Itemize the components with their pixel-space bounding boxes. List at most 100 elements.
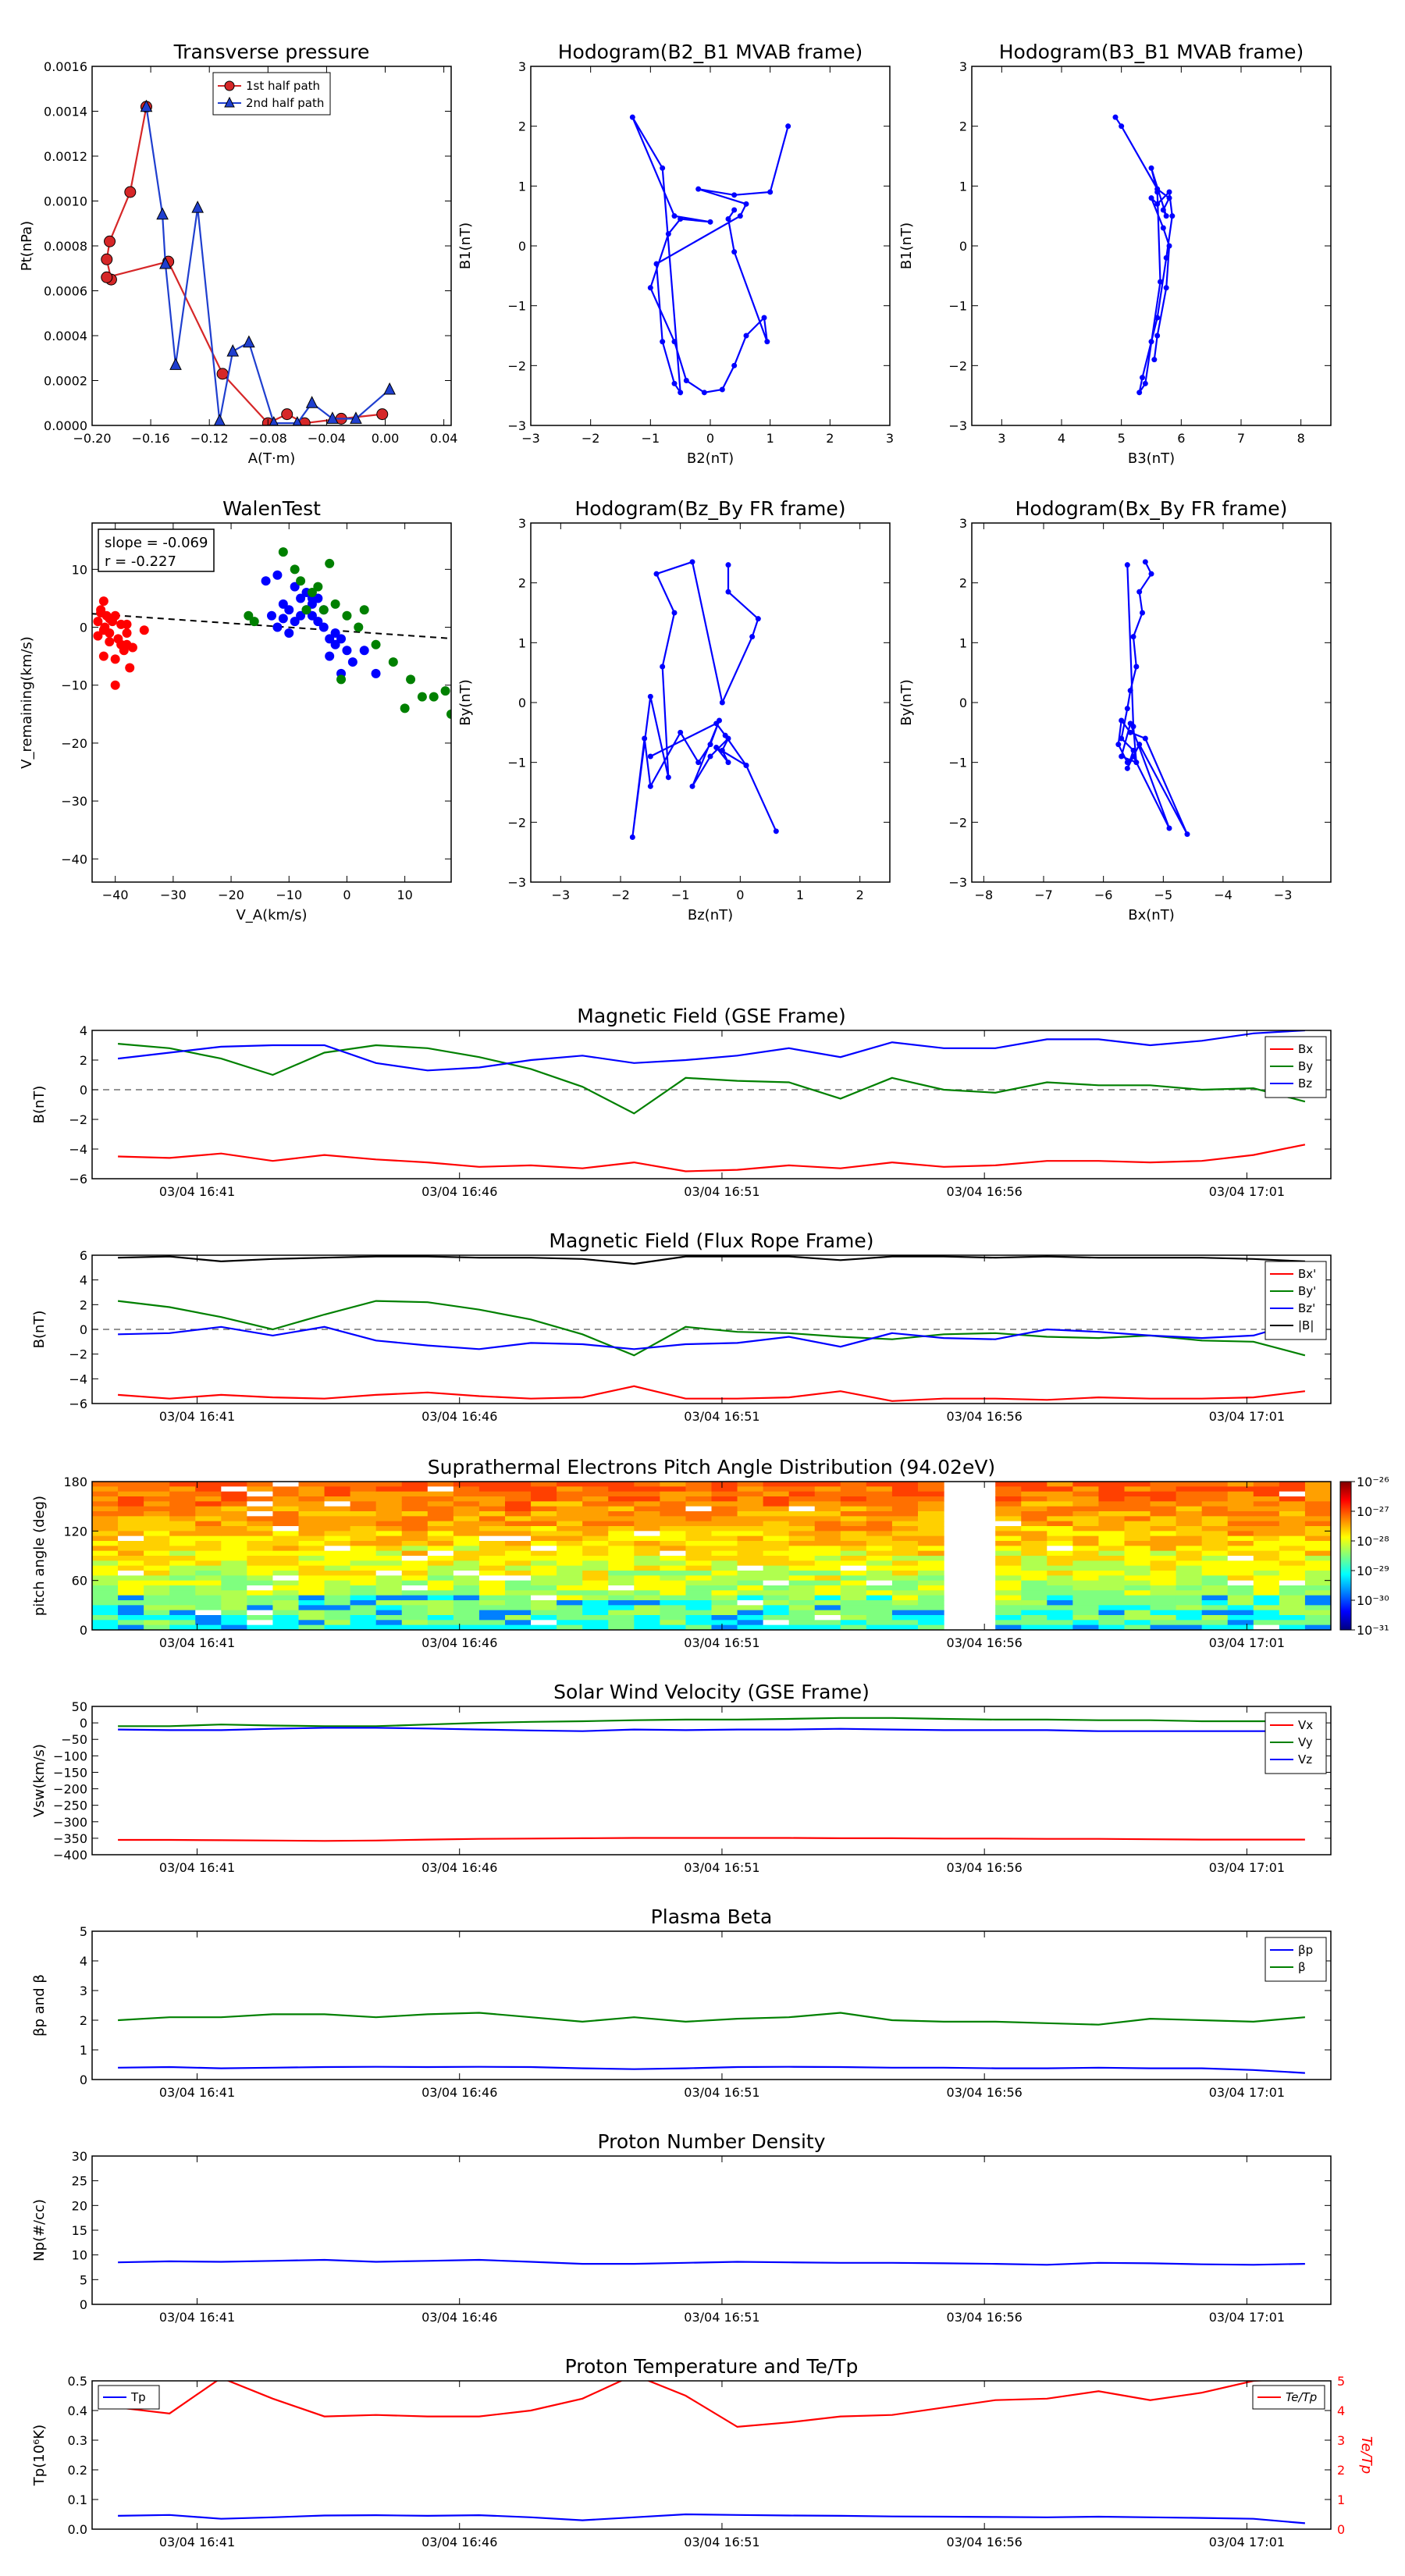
heatmap-cell [144,1605,170,1611]
heatmap-cell [505,1506,532,1512]
x-axis-label: Bx(nT) [1128,907,1174,923]
heatmap-cell [1304,1486,1331,1493]
x-tick-label: 3 [886,431,894,446]
legend-marker [224,80,235,91]
heatmap-cell [1176,1511,1203,1517]
heatmap-cell [737,1546,764,1552]
y-tick-label: −1 [507,756,526,770]
heatmap-cell [1072,1624,1100,1630]
heatmap-cell [1279,1575,1306,1582]
heatmap-cell [788,1496,816,1502]
x-tick-label: 0.00 [372,431,400,446]
y-tick-label: −2 [507,358,526,373]
heatmap-cell [1201,1486,1229,1493]
y-axis-label: By(nT) [898,679,915,725]
heatmap-cell [995,1546,1022,1552]
heatmap-cell [1201,1550,1229,1557]
heatmap-cell [298,1560,325,1567]
heatmap-cell [891,1535,919,1542]
heatmap-cell [505,1600,532,1606]
heatmap-cell [505,1610,532,1616]
heatmap-cell [169,1560,196,1567]
heatmap-cell [531,1541,557,1546]
heatmap-cell [169,1546,196,1552]
heatmap-cell [995,1550,1022,1557]
series-marker-dot [689,559,695,565]
heatmap-cell [608,1615,635,1621]
heatmap-cell [840,1550,867,1557]
heatmap-cell [1304,1516,1331,1522]
heatmap-cell [401,1590,429,1596]
x-tick-label: 03/04 16:51 [684,2535,759,2549]
heatmap-cell [918,1585,944,1591]
heatmap-cell [918,1575,944,1582]
y-tick-label: −4 [69,1372,87,1386]
heatmap-cell [531,1521,557,1527]
heatmap-cell [1047,1526,1073,1532]
heatmap-cell [918,1506,944,1512]
heatmap-cell [427,1571,454,1576]
heatmap-cell [634,1600,660,1606]
magnetic-field-gse-title: Magnetic Field (GSE Frame) [577,1005,845,1027]
series-marker-dot [1151,357,1158,363]
series-marker-dot [713,720,720,727]
heatmap-cell [1279,1556,1306,1561]
y-tick-label: 0.0002 [44,374,87,389]
heatmap-cell [995,1600,1022,1606]
heatmap-cell [531,1546,557,1552]
x-tick-label: 03/04 16:51 [684,2310,759,2325]
y-tick-label: 5 [80,2272,87,2287]
heatmap-cell [582,1610,609,1616]
heatmap-cell [1150,1482,1177,1487]
series-marker-dot [1136,742,1143,748]
walen-test-title: WalenTest [222,497,321,520]
heatmap-cell [531,1516,557,1522]
heatmap-cell [169,1605,196,1611]
heatmap-cell [1201,1571,1229,1576]
heatmap-cell [1201,1624,1229,1630]
heatmap-cell [891,1600,919,1606]
y-tick-label: −2 [69,1112,87,1127]
heatmap-cell [195,1516,222,1522]
heatmap-cell [92,1624,119,1630]
heatmap-cell [918,1590,944,1596]
heatmap-cell [1279,1550,1306,1557]
heatmap-cell [118,1575,144,1582]
heatmap-cell [324,1506,351,1512]
heatmap-cell [1279,1496,1306,1502]
heatmap-cell [608,1491,635,1497]
y-tick-label: 0 [959,696,967,710]
y2-tick-label: 3 [1337,2433,1345,2448]
heatmap-cell [634,1615,660,1621]
heatmap-cell [608,1482,635,1487]
heatmap-cell [788,1506,816,1512]
heatmap-cell [1021,1511,1048,1517]
heatmap-cell [350,1556,377,1561]
heatmap-cell [195,1624,222,1630]
heatmap-cell [1201,1511,1229,1517]
heatmap-cell [401,1556,429,1561]
y-tick-label: −40 [61,852,87,866]
heatmap-cell [427,1580,454,1586]
heatmap-cell [453,1546,480,1552]
heatmap-cell [1072,1521,1100,1527]
heatmap-cell [1021,1535,1048,1542]
x-tick-label: 03/04 16:56 [947,1860,1023,1875]
heatmap-cell [1098,1511,1126,1517]
heatmap-cell [763,1501,790,1507]
red-point [93,617,103,627]
heatmap-cell [221,1565,247,1571]
heatmap-cell [375,1541,403,1546]
heatmap-cell [1072,1571,1100,1576]
legend-label: Vx [1298,1718,1313,1732]
heatmap-cell [505,1541,532,1546]
y-axis-label: B1(nT) [898,222,915,269]
heatmap-cell [634,1496,660,1502]
heatmap-cell [1176,1556,1203,1561]
hodogram-b3-b1-chart: Hodogram(B3_B1 MVAB frame)3 4 5 6 7 8−3−2−101… [898,41,1332,467]
heatmap-cell [1124,1511,1151,1517]
solar-wind-velocity-plot-area [118,1717,1305,1842]
heatmap-cell [298,1615,325,1621]
heatmap-cell [788,1575,816,1582]
